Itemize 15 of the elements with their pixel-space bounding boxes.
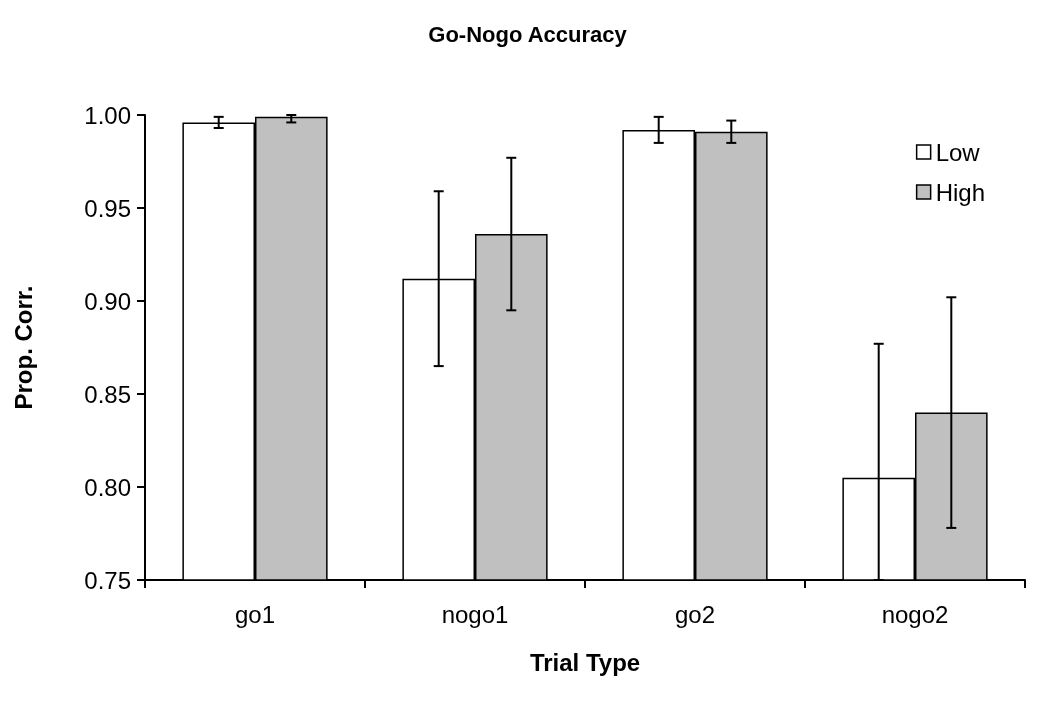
x-tick-label: go2 (674, 600, 716, 628)
x-tick-label: go1 (234, 600, 276, 628)
y-tick-label: 1.00 (84, 101, 131, 129)
y-tick-label: 0.90 (84, 287, 131, 315)
legend-label: Low (935, 138, 981, 166)
y-tick-label: 0.95 (84, 194, 131, 222)
x-tick-label: nogo2 (881, 600, 949, 628)
y-axis-title: Prop. Corr. (9, 285, 37, 410)
y-tick-label: 0.85 (84, 380, 131, 408)
chart-title: Go-Nogo Accuracy (428, 21, 628, 47)
legend-label: High (935, 178, 985, 206)
x-tick-label: nogo1 (441, 600, 509, 628)
y-tick-label: 0.75 (84, 566, 131, 594)
y-tick-label: 0.80 (84, 473, 131, 501)
x-axis-title: Trial Type (529, 648, 641, 676)
